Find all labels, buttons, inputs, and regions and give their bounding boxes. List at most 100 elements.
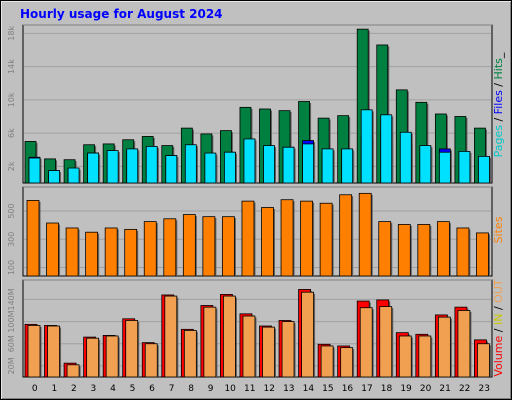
x-tick-label: 23 bbox=[479, 384, 490, 394]
out-bar bbox=[320, 345, 334, 378]
out-bar bbox=[379, 306, 393, 378]
sites-bar bbox=[300, 200, 313, 277]
pages-bar bbox=[126, 148, 139, 184]
y-tick-label: 20M bbox=[7, 357, 16, 374]
pages-bar bbox=[478, 155, 490, 184]
out-bar bbox=[66, 364, 80, 378]
x-tick-label: 1 bbox=[51, 384, 57, 394]
sites-bar bbox=[397, 224, 411, 277]
sites-bar bbox=[378, 221, 392, 277]
sites-bar bbox=[456, 227, 470, 277]
out-bar bbox=[359, 307, 373, 378]
pages-bar bbox=[399, 131, 412, 184]
sites-bar bbox=[476, 232, 489, 277]
out-bar bbox=[27, 325, 41, 378]
x-tick-label: 0 bbox=[32, 384, 38, 394]
sites-bar bbox=[222, 216, 235, 277]
out-bar bbox=[437, 316, 451, 378]
pages-bar bbox=[28, 157, 41, 184]
panel-background bbox=[22, 279, 493, 378]
y-tick-label: 10k bbox=[7, 92, 16, 107]
sites-bar bbox=[358, 192, 372, 277]
out-bar bbox=[86, 337, 100, 378]
x-tick-label: 18 bbox=[381, 384, 393, 394]
side-legend-part: Volume bbox=[492, 335, 505, 376]
sites-bar bbox=[26, 200, 40, 277]
y-tick-label: 14k bbox=[7, 59, 16, 74]
panel-background bbox=[22, 186, 493, 277]
side-legend-part: Sites bbox=[492, 216, 505, 243]
y-tick-label: 100 bbox=[7, 260, 16, 275]
y-tick-label: 300 bbox=[7, 232, 16, 247]
x-tick-label: 5 bbox=[130, 384, 136, 394]
side-legend-middle: Sites bbox=[492, 216, 505, 243]
pages-bar bbox=[380, 114, 393, 184]
y-tick-label: 18k bbox=[7, 26, 16, 41]
side-legend-part: Files bbox=[492, 90, 505, 114]
chart-title: Hourly usage for August 2024 bbox=[20, 7, 223, 21]
pages-bar bbox=[438, 151, 451, 184]
x-tick-label: 14 bbox=[303, 384, 315, 394]
side-legend-part: Hits bbox=[492, 58, 505, 80]
out-bar bbox=[183, 330, 197, 378]
x-tick-label: 13 bbox=[283, 384, 294, 394]
side-legend-part: / bbox=[492, 79, 505, 90]
panel-background bbox=[22, 24, 493, 184]
pages-bar bbox=[184, 144, 197, 184]
out-bar bbox=[242, 315, 256, 378]
sites-bar bbox=[241, 200, 255, 277]
out-bar bbox=[477, 343, 490, 378]
sites-bar bbox=[339, 194, 353, 277]
panel-sites: 100 300 500 bbox=[7, 186, 493, 277]
pages-bar bbox=[321, 148, 334, 184]
out-bar bbox=[398, 335, 412, 378]
out-bar bbox=[262, 326, 275, 378]
x-tick-label: 3 bbox=[91, 384, 97, 394]
pages-bar bbox=[458, 150, 471, 184]
pages-bar bbox=[106, 150, 119, 184]
y-tick-label: 2k bbox=[7, 161, 16, 171]
y-tick-label: 6k bbox=[7, 128, 16, 138]
sites-bar bbox=[143, 221, 157, 277]
x-tick-label: 6 bbox=[149, 384, 155, 394]
pages-bar bbox=[48, 170, 60, 184]
sites-bar bbox=[280, 199, 294, 277]
side-legend-part: / bbox=[492, 114, 505, 125]
x-tick-label: 20 bbox=[420, 384, 432, 394]
x-tick-label: 15 bbox=[322, 384, 333, 394]
sites-bar bbox=[46, 222, 59, 277]
sites-bar bbox=[124, 228, 138, 277]
sites-bar bbox=[65, 227, 79, 277]
hour-axis: 0 1 2 3 4 5 6 7 8 9 10 11 12 13 14 15 16 17 18 19 20 21 22 23 bbox=[32, 384, 490, 394]
x-tick-label: 2 bbox=[71, 384, 77, 394]
pages-bar bbox=[263, 145, 275, 184]
out-bar bbox=[418, 335, 432, 378]
x-tick-label: 11 bbox=[244, 384, 255, 394]
out-bar bbox=[281, 321, 295, 378]
sites-bar bbox=[261, 207, 274, 277]
pages-bar bbox=[224, 151, 236, 184]
side-legend-part: _ bbox=[492, 52, 505, 59]
sites-bar bbox=[417, 224, 431, 277]
out-bar bbox=[203, 306, 217, 378]
side-legend-part: IN bbox=[492, 314, 505, 325]
side-legend-part: OUT bbox=[492, 279, 505, 303]
pages-bar bbox=[165, 155, 178, 184]
pages-bar bbox=[419, 145, 432, 184]
x-tick-label: 12 bbox=[264, 384, 275, 394]
out-bar bbox=[164, 295, 178, 378]
x-tick-label: 22 bbox=[459, 384, 470, 394]
pages-bar bbox=[87, 152, 100, 184]
x-tick-label: 4 bbox=[110, 384, 116, 394]
x-tick-label: 21 bbox=[439, 384, 450, 394]
pages-bar bbox=[243, 138, 256, 184]
y-tick-label: 140M bbox=[7, 288, 16, 310]
sites-bar bbox=[182, 214, 196, 277]
out-bar bbox=[105, 335, 119, 378]
out-bar bbox=[125, 320, 139, 378]
sites-bar bbox=[104, 227, 118, 277]
x-tick-label: 8 bbox=[188, 384, 194, 394]
